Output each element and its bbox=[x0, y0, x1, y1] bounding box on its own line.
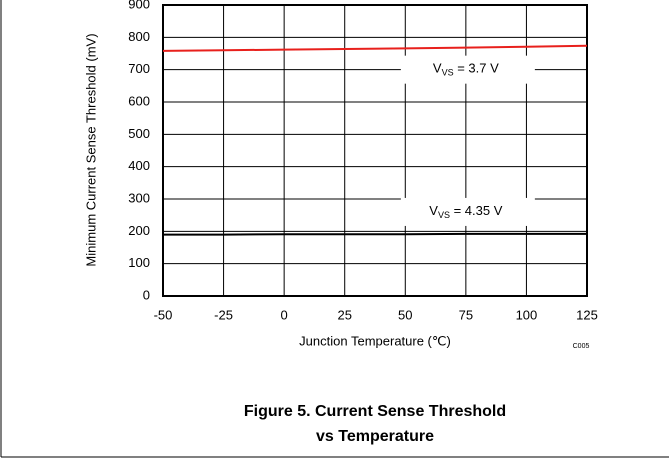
x-tick-label: 25 bbox=[337, 307, 351, 322]
y-tick-label: 200 bbox=[128, 223, 150, 238]
plot-border bbox=[162, 4, 588, 297]
y-tick-label: 600 bbox=[128, 93, 150, 108]
y-tick-label: 400 bbox=[128, 158, 150, 173]
caption: vs Temperature bbox=[316, 428, 434, 445]
y-tick-label: 700 bbox=[128, 61, 150, 76]
annotation-box bbox=[400, 197, 535, 226]
series-line bbox=[163, 232, 587, 236]
annotation-main: V bbox=[429, 203, 438, 218]
x-tick-label: 50 bbox=[398, 307, 412, 322]
y-tick-label: 500 bbox=[128, 126, 150, 141]
y-tick-label: 900 bbox=[128, 0, 150, 11]
y-tick-label: 100 bbox=[128, 255, 150, 270]
x-axis-label: Junction Temperature (℃) bbox=[299, 333, 451, 348]
y-tick-label: 800 bbox=[128, 29, 150, 44]
caption: Figure 5. Current Sense Threshold bbox=[244, 403, 506, 420]
x-tick-label: 100 bbox=[516, 307, 538, 322]
x-tick-label: 125 bbox=[576, 307, 598, 322]
annotation-sub: VS bbox=[438, 210, 450, 220]
x-tick-label: 75 bbox=[459, 307, 473, 322]
x-tick-label: -25 bbox=[214, 307, 233, 322]
annotation: VVS = 3.7 V bbox=[433, 61, 499, 78]
annotation-box bbox=[400, 55, 535, 84]
annotation: VVS = 4.35 V bbox=[429, 203, 502, 220]
annotation-sub: VS bbox=[442, 68, 454, 78]
y-tick-label: 0 bbox=[143, 287, 150, 302]
y-tick-label: 300 bbox=[128, 190, 150, 205]
x-tick-label: -50 bbox=[154, 307, 173, 322]
annotation-rest: = 4.35 V bbox=[450, 203, 503, 218]
x-tick-label: 0 bbox=[281, 307, 288, 322]
annotation-rest: = 3.7 V bbox=[454, 61, 499, 76]
figure-code: C005 bbox=[573, 343, 590, 350]
y-axis-label: Minimum Current Sense Threshold (mV) bbox=[83, 33, 98, 266]
annotation-main: V bbox=[433, 61, 442, 76]
series-line bbox=[162, 44, 588, 52]
